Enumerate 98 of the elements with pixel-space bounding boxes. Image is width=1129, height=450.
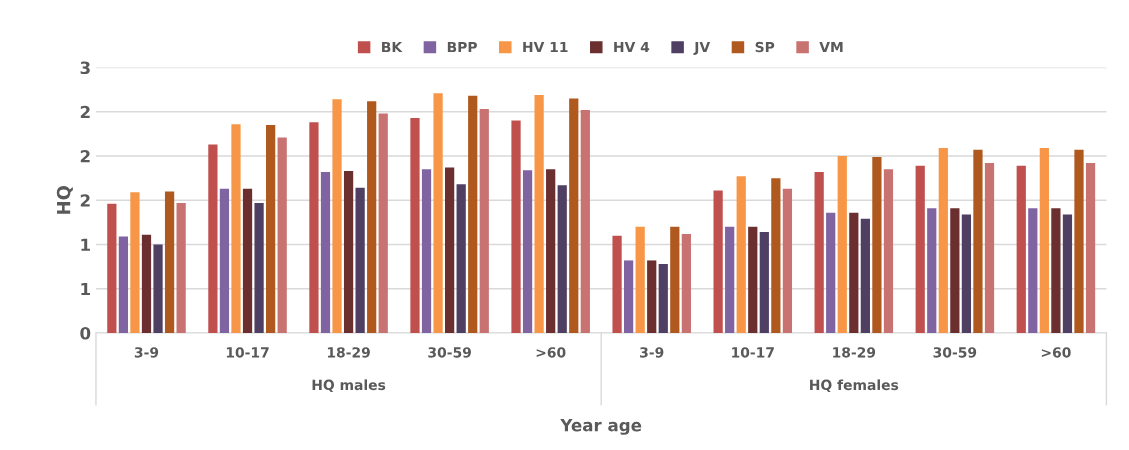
x-tick-label: 30-59: [933, 347, 977, 358]
x-tick-label: >60: [1041, 347, 1071, 358]
bar: [355, 187, 365, 333]
x-tick-label: >60: [536, 347, 566, 358]
bar: [1028, 208, 1038, 333]
bar: [410, 117, 420, 333]
bar: [748, 226, 758, 333]
bar: [332, 99, 342, 333]
bar: [141, 234, 152, 333]
bar: [849, 212, 859, 333]
bar: [1085, 163, 1096, 333]
y-tick-label: 3: [80, 61, 90, 75]
bar: [569, 98, 579, 333]
bar: [343, 171, 354, 333]
bar: [647, 260, 657, 333]
bar: [421, 169, 432, 333]
bar: [635, 226, 645, 333]
x-tick-label: 18-29: [327, 347, 370, 358]
bar: [681, 233, 691, 333]
bar: [219, 188, 230, 333]
x-tick-label: 18-29: [833, 347, 876, 358]
legend-label: HV 4: [614, 41, 650, 53]
bar: [468, 95, 478, 333]
legend-label: BK: [382, 41, 403, 53]
y-tick-label: 2: [80, 194, 90, 207]
bar: [130, 192, 140, 333]
bar: [208, 144, 218, 333]
bar: [883, 169, 894, 333]
text: HQ males: [312, 379, 386, 392]
bar: [176, 202, 186, 333]
bar: [367, 101, 377, 333]
bar: [938, 148, 948, 333]
bar: [860, 218, 870, 333]
bar: [915, 165, 925, 333]
bar: [479, 109, 489, 333]
bar: [1016, 165, 1026, 333]
bar: [1062, 214, 1073, 333]
y-axis-title: HQ: [56, 185, 73, 214]
bar: [837, 156, 847, 333]
bar: [670, 226, 680, 333]
bar: [1051, 208, 1061, 333]
bar: [950, 208, 960, 333]
bar: [1039, 148, 1049, 333]
legend-label: BPP: [447, 41, 477, 53]
bar: [231, 124, 241, 333]
legend-label: JV: [693, 41, 711, 55]
bar: [872, 156, 882, 333]
text: HQ females: [810, 379, 899, 392]
x-axis-title: Year age: [560, 419, 642, 435]
bar: [153, 244, 163, 333]
bar: [826, 212, 836, 333]
bar: [961, 214, 972, 333]
bar: [984, 163, 995, 333]
legend-label: SP: [755, 41, 775, 53]
bar: [254, 202, 264, 333]
bar: [456, 184, 466, 333]
bar: [612, 235, 622, 333]
bar: [771, 178, 781, 333]
bar: [814, 171, 824, 333]
y-tick-label: 1: [81, 282, 90, 296]
bar: [107, 203, 117, 333]
bar: [736, 176, 746, 333]
bar: [927, 208, 937, 333]
x-tick-label: 3-9: [134, 347, 159, 358]
bar: [658, 263, 668, 333]
bar: [546, 169, 556, 333]
x-tick-label: 10-17: [732, 347, 774, 358]
x-tick-label: 3-9: [640, 347, 664, 358]
bar: [164, 191, 175, 333]
bar: [320, 171, 331, 333]
bar: [725, 226, 735, 333]
bar: [534, 94, 544, 333]
x-tick-label: 10-17: [226, 347, 269, 358]
bar: [378, 113, 388, 333]
bar: [433, 93, 443, 333]
bar: [782, 188, 793, 333]
bar: [557, 185, 567, 333]
bar: [309, 122, 319, 333]
y-tick-label: 2: [80, 105, 90, 119]
bar: [118, 236, 129, 333]
bar: [266, 125, 276, 333]
bar: [973, 149, 983, 333]
y-tick-label: 2: [80, 149, 90, 163]
bar: [511, 120, 521, 333]
bar: [242, 188, 253, 333]
legend-label: HV 11: [523, 41, 568, 53]
bar: [624, 260, 634, 333]
y-tick-label: 1: [81, 238, 90, 251]
bar: [522, 170, 533, 333]
bar: [445, 167, 455, 333]
bar: [277, 137, 287, 333]
legend-label: VM: [819, 41, 843, 53]
x-tick-label: 30-59: [428, 347, 471, 358]
bar: [580, 109, 590, 333]
y-tick-label: 0: [80, 326, 91, 340]
bar: [759, 232, 769, 333]
bar: [1074, 149, 1084, 333]
bar: [713, 190, 723, 333]
